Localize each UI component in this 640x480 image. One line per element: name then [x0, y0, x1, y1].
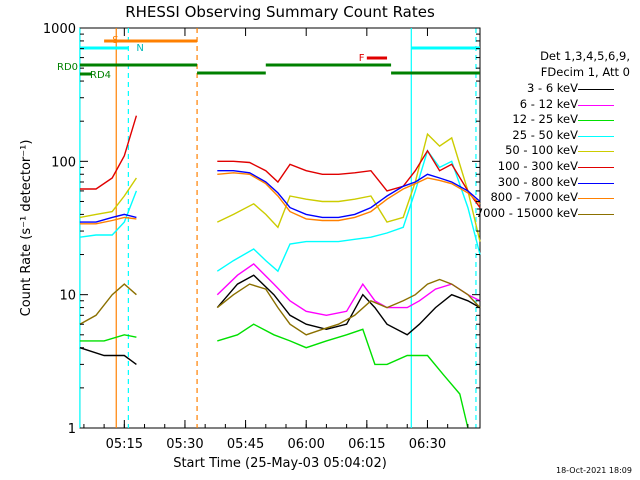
series-line-5	[79, 115, 138, 190]
y-tick-label: 1	[68, 422, 76, 437]
series-line-2	[79, 334, 137, 342]
series-line-2	[217, 323, 469, 429]
legend-entry-label: 3 - 6 keV	[527, 81, 578, 95]
x-tick-label: 05:30	[166, 437, 203, 452]
series-line-6	[217, 169, 481, 219]
series-line-7	[79, 216, 137, 225]
x-axis-label: Start Time (25-May-03 05:04:02)	[173, 456, 387, 471]
series-line-8	[79, 283, 137, 325]
series-line-0	[216, 274, 481, 336]
state-label-s: S	[112, 35, 118, 46]
legend-entry-swatch	[578, 182, 614, 184]
y-tick-label: 10	[59, 289, 76, 304]
x-tick-label: 05:15	[106, 437, 143, 452]
legend-entry-swatch	[578, 151, 614, 153]
legend-entry-swatch	[578, 89, 614, 90]
series-line-3	[216, 149, 481, 273]
y-tick-label: 1000	[43, 22, 76, 37]
series-line-3	[79, 190, 138, 238]
series-line-4	[216, 132, 481, 242]
state-label-f: F	[359, 53, 365, 64]
legend-header-line-2: FDecim 1, Att 0	[540, 65, 630, 79]
state-label-rd4: RD4	[90, 70, 111, 81]
legend-entry-swatch	[578, 135, 614, 137]
legend-entry-swatch	[578, 104, 614, 106]
legend-entry-label: 6 - 12 keV	[519, 96, 578, 111]
legend-entry-swatch	[578, 120, 614, 122]
series-line-0	[79, 347, 137, 365]
y-axis-ticks: 1 10 100 1000	[43, 22, 480, 437]
series-line-4	[79, 177, 137, 219]
legend-entry-swatch	[578, 213, 614, 215]
series-line-7	[217, 172, 481, 222]
legend-entry-label: 25 - 50 keV	[512, 127, 578, 142]
x-tick-label: 06:15	[348, 437, 385, 452]
series-line-1	[216, 262, 481, 317]
legend-entry-label: 7000 - 15000 keV	[475, 205, 578, 220]
plot-frame	[79, 27, 481, 429]
legend-entry-swatch	[578, 198, 614, 200]
timestamp: 18-Oct-2021 18:09	[556, 466, 632, 475]
y-tick-label: 100	[51, 155, 76, 170]
legend-entry-label: 100 - 300 keV	[497, 159, 578, 173]
legend-header-line-1: Det 1,3,4,5,6,9,	[540, 49, 630, 63]
series-line-6	[79, 213, 137, 223]
series-line-5	[217, 149, 481, 209]
legend-entry-label: 300 - 800 keV	[497, 174, 578, 189]
plot-area: S N RD0 F RD4	[57, 27, 481, 429]
legend-entry-label: 12 - 25 keV	[512, 112, 578, 127]
x-tick-label: 06:30	[409, 437, 446, 452]
x-axis-ticks: 05:15 05:30 05:45 06:00 06:15 06:30	[83, 28, 469, 452]
legend-entry-swatch	[578, 167, 614, 168]
series-line-8	[216, 278, 481, 336]
x-tick-label: 06:00	[287, 437, 324, 452]
y-axis-label: Count Rate (s⁻¹ detector⁻¹)	[19, 140, 34, 317]
legend-entry-label: 800 - 7000 keV	[490, 190, 578, 205]
legend-entry-label: 50 - 100 keV	[505, 143, 578, 158]
state-label-n: N	[136, 43, 143, 54]
state-label-rd0: RD0	[57, 62, 78, 73]
x-tick-label: 05:45	[227, 437, 264, 452]
chart-title: RHESSI Observing Summary Count Rates	[125, 3, 435, 21]
